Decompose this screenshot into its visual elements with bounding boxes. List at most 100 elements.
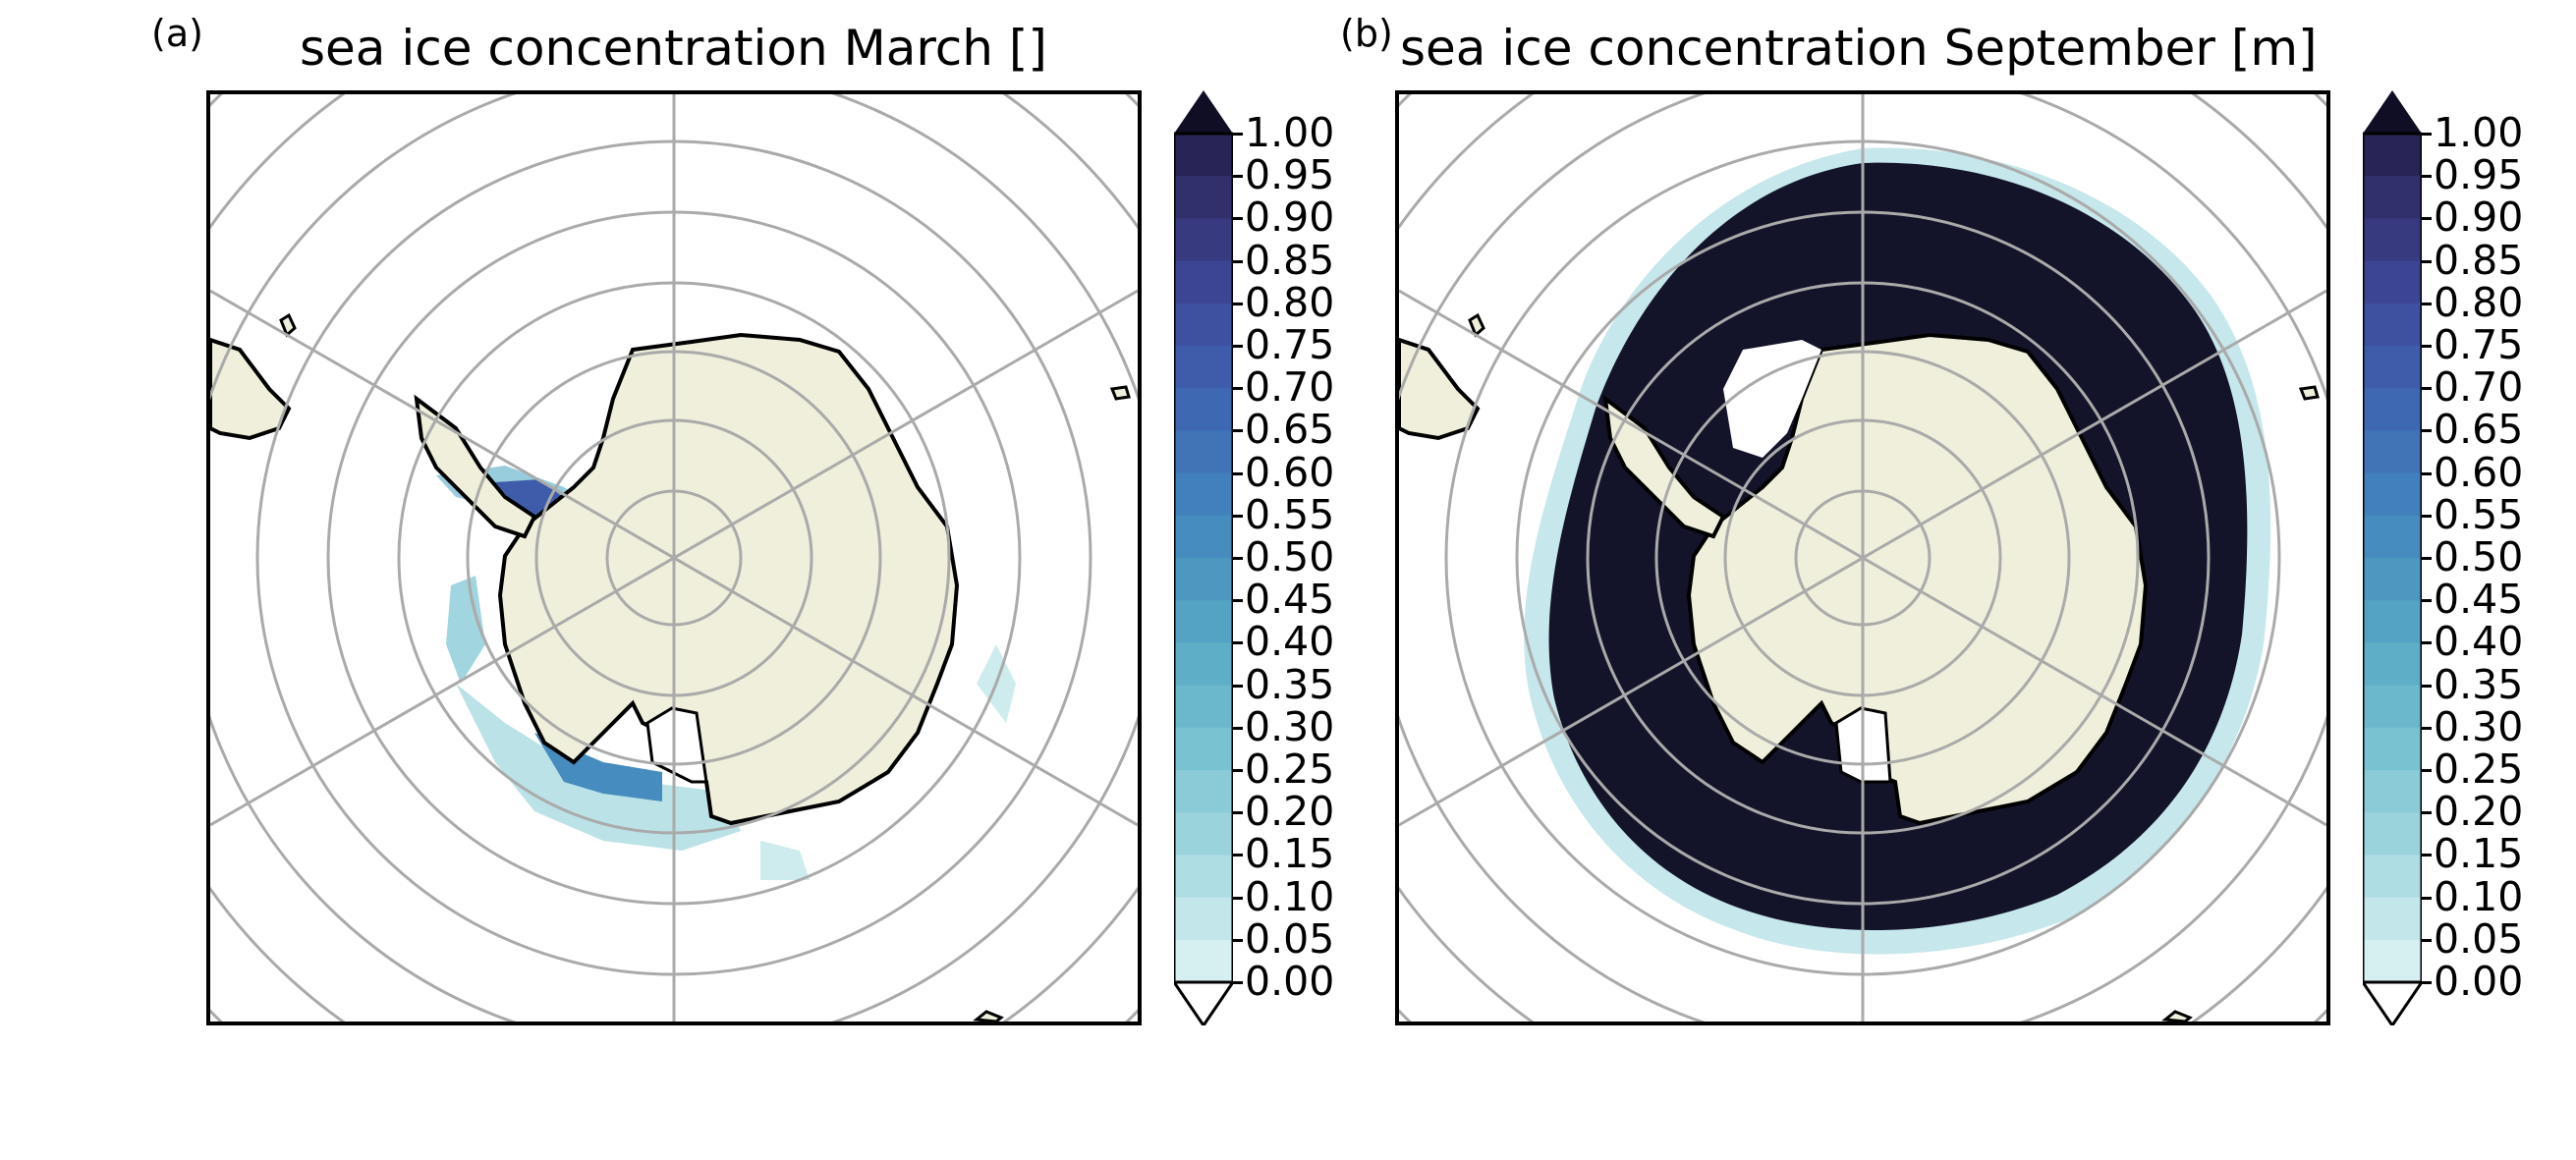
colorbar-a-tick-label: 0.50: [1245, 533, 1335, 580]
colorbar-a-tick-label: 0.00: [1245, 958, 1335, 1005]
colorbar-b-tick-label: 0.80: [2434, 278, 2524, 326]
colorbar-a-box: [1174, 134, 1233, 177]
colorbar-b-tick-mark: [2422, 557, 2432, 560]
colorbar-a-tick-mark: [1233, 641, 1243, 645]
colorbar-a-tick-mark: [1233, 514, 1243, 518]
colorbar-a-tick-label: 0.65: [1245, 406, 1335, 454]
map-september-svg: [1399, 94, 2326, 1022]
colorbar-b-tick-mark: [2422, 854, 2432, 857]
meridian-120: [210, 289, 1138, 827]
colorbar-b-tick-mark: [2422, 981, 2432, 984]
graticule-march: [210, 94, 1138, 1022]
colorbar-a-tick-label: 0.55: [1245, 490, 1335, 538]
colorbar-a-box: [1174, 430, 1233, 474]
meridian-120-b: [1399, 289, 2326, 827]
colorbar-b-over-triangle: [2363, 90, 2422, 134]
south-america-tip-b: [1399, 312, 2320, 1022]
colorbar-a-over-triangle: [1174, 90, 1233, 134]
antarctic-peninsula: [414, 394, 537, 539]
ice-patch-bellingshausen: [446, 576, 485, 684]
colorbar-b-tick-mark: [2422, 429, 2432, 433]
colorbar-a-box: [1174, 176, 1233, 219]
colorbar-a-tick-mark: [1233, 471, 1243, 475]
colorbar-a-box: [1174, 218, 1233, 262]
colorbar-a-tick-label: 1.00: [1245, 109, 1335, 156]
colorbar-b-tick-label: 0.95: [2434, 151, 2524, 199]
colorbar-a-box: [1174, 558, 1233, 601]
colorbar-a-box: [1174, 642, 1233, 687]
colorbar-a-box: [1174, 897, 1233, 941]
colorbar-a-tick-label: 0.70: [1245, 363, 1335, 412]
colorbar-b-tick-label: 0.10: [2434, 872, 2524, 920]
colorbar-b-box: [2363, 855, 2422, 899]
colorbar-b-under-triangle: [2360, 980, 2425, 1028]
colorbar-b-tick-label: 0.30: [2434, 702, 2524, 750]
colorbar-b-tick-label: 0.75: [2434, 321, 2524, 368]
ross-ice-notch: [645, 706, 708, 784]
colorbar-b-tick-mark: [2422, 514, 2432, 518]
colorbar-b-tick-mark: [2422, 345, 2432, 348]
colorbar-a-tick-label: 0.85: [1245, 236, 1335, 284]
colorbar-b-box: [2363, 685, 2422, 729]
colorbar-a-tick-label: 0.45: [1245, 576, 1335, 624]
colorbar-a-box: [1174, 855, 1233, 899]
colorbar-b-tick-label: 0.55: [2434, 490, 2524, 538]
colorbar-b-box: [2363, 303, 2422, 347]
antarctica-coastline: [497, 332, 960, 826]
colorbar-a-tick-mark: [1233, 769, 1243, 772]
colorbar-b-tick-label: 0.85: [2434, 236, 2524, 284]
colorbar-a-box: [1174, 727, 1233, 771]
colorbar-a-box: [1174, 472, 1233, 517]
colorbar-a-box: [1174, 346, 1233, 389]
falkland-islands: [279, 312, 297, 338]
colorbar-a-tick-mark: [1233, 599, 1243, 603]
ice-patch-amundsen: [760, 841, 810, 880]
colorbar-b-tick-mark: [2422, 896, 2432, 900]
colorbar-a-tick-mark: [1233, 811, 1243, 815]
colorbar-a-tick-mark: [1233, 938, 1243, 942]
colorbar-b-tick-label: 0.20: [2434, 788, 2524, 836]
antarctica-landmass-b: [1602, 332, 2149, 826]
south-america-coast-b: [1399, 337, 1481, 441]
colorbar-b-tick-mark: [2422, 599, 2432, 603]
falkland-islands-b: [1468, 312, 1485, 338]
edge-island-b: [2161, 1010, 2193, 1022]
colorbar-b-box: [2363, 218, 2422, 262]
colorbar-a-box: [1174, 600, 1233, 643]
colorbar-a-tick-mark: [1233, 259, 1243, 263]
colorbar-b-box: [2363, 430, 2422, 474]
colorbar-b-tick-label: 1.00: [2434, 109, 2524, 156]
colorbar-b-tick-label: 0.35: [2434, 660, 2524, 708]
colorbar-b-tick-label: 0.65: [2434, 406, 2524, 454]
colorbar-a-box: [1174, 685, 1233, 729]
south-georgia-island-b: [2298, 385, 2320, 401]
ice-patch-west-antarctica: [456, 684, 741, 851]
map-march-svg: [210, 94, 1138, 1022]
colorbar-b-box: [2363, 642, 2422, 687]
colorbar-a-box: [1174, 939, 1233, 983]
colorbar-a-tick-label: 0.60: [1245, 448, 1335, 496]
colorbar-b-svg: [2360, 90, 2425, 1028]
colorbar-b-box: [2363, 770, 2422, 813]
colorbar-b-tick-mark: [2422, 302, 2432, 305]
colorbar-a-box: [1174, 812, 1233, 856]
colorbar-b-box: [2363, 176, 2422, 219]
colorbar-a-tick-mark: [1233, 557, 1243, 560]
colorbar-b-tick-label: 0.45: [2434, 576, 2524, 624]
open-water-weddell: [1723, 340, 1821, 458]
colorbar-a-tick-label: 0.20: [1245, 788, 1335, 836]
colorbar-a-tick-mark: [1233, 175, 1243, 179]
colorbar-a-tick-mark: [1233, 345, 1243, 348]
colorbar-b-tick-mark: [2422, 133, 2432, 136]
antarctic-peninsula-b: [1602, 394, 1726, 539]
colorbar-a-tick-mark: [1233, 896, 1243, 900]
colorbar-b: [2360, 90, 2425, 1028]
colorbar-b-box: [2363, 939, 2422, 983]
colorbar-b-tick-label: 0.15: [2434, 830, 2524, 878]
colorbar-b-tick-mark: [2422, 175, 2432, 179]
south-america-coast: [210, 337, 292, 441]
colorbar-a-box: [1174, 515, 1233, 559]
colorbar-a-tick-mark: [1233, 854, 1243, 857]
colorbar-a-tick-mark: [1233, 684, 1243, 688]
map-panel-september: [1395, 90, 2330, 1025]
